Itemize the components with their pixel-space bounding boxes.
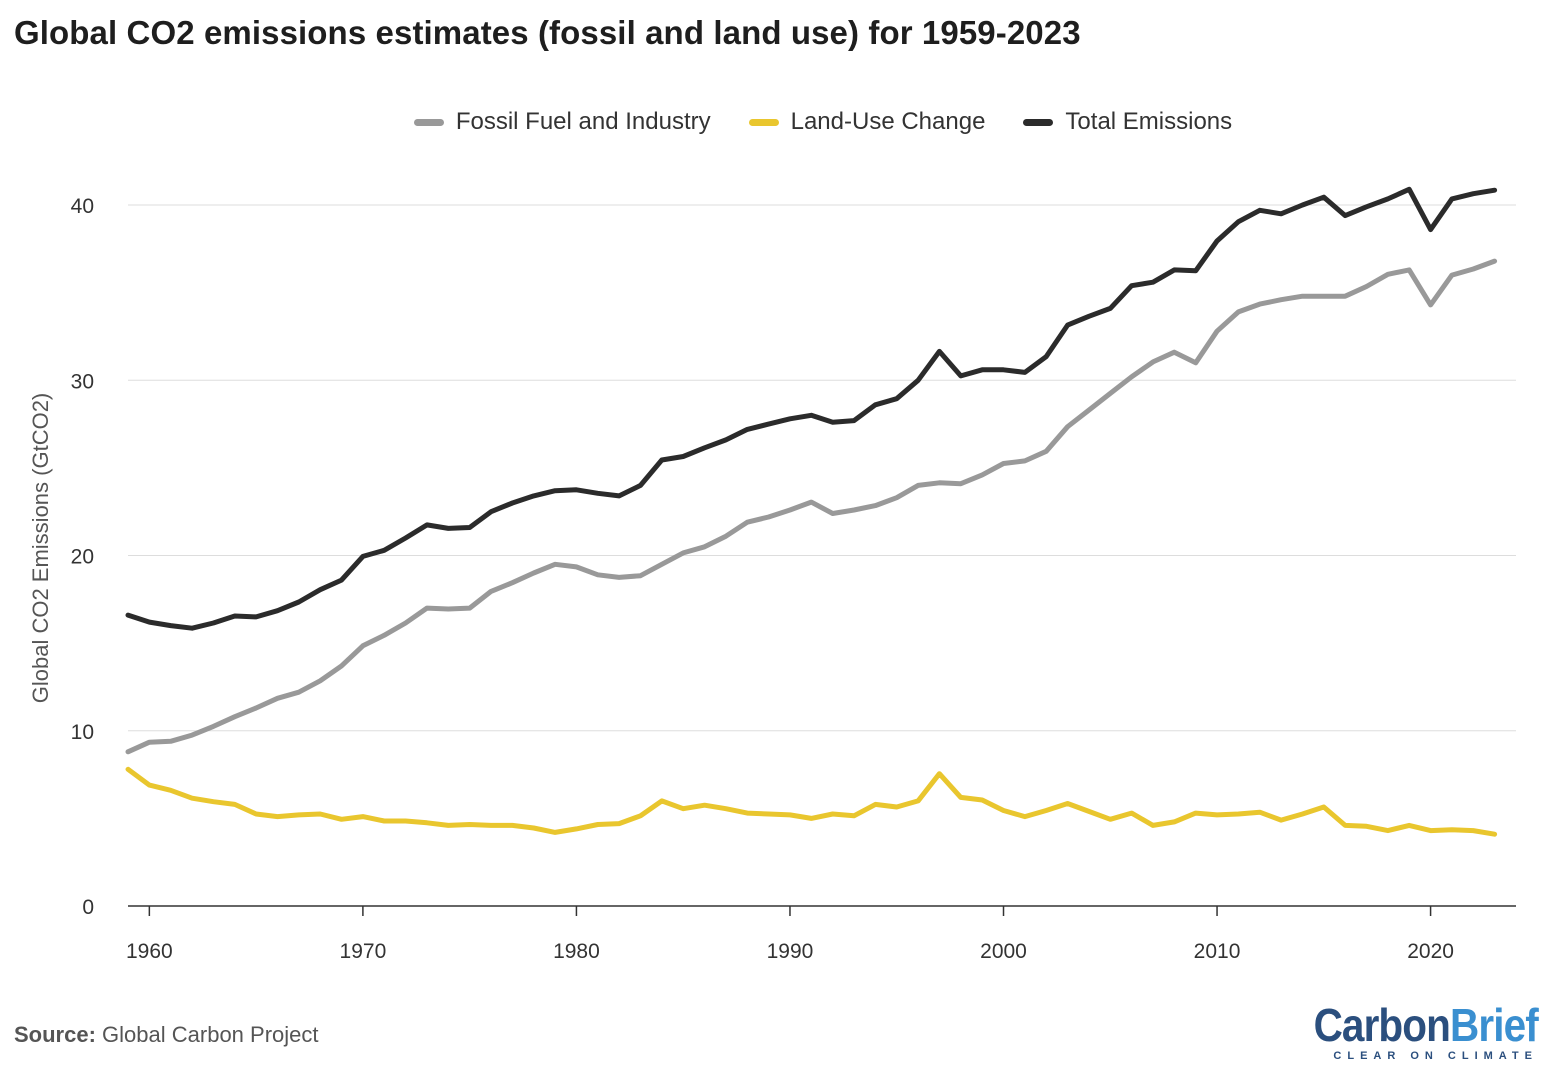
legend-label-total: Total Emissions <box>1065 108 1233 135</box>
legend-label-fossil: Fossil Fuel and Industry <box>455 108 711 135</box>
logo-carbon: Carbon <box>1313 999 1451 1051</box>
legend-swatch-total <box>1023 118 1054 126</box>
line-total-emissions <box>125 186 1498 631</box>
legend-item-land-use[interactable]: Land-Use Change <box>748 108 986 136</box>
y-tick-label-40: 40 <box>71 195 94 218</box>
chart-title: Global CO2 emissions estimates (fossil a… <box>14 14 1081 51</box>
carbon-brief-logo: CarbonBrief CLEAR ON CLIMATE <box>1283 999 1539 1062</box>
x-tick-label-1970: 1970 <box>340 940 387 963</box>
x-tick-label-1960: 1960 <box>126 940 173 963</box>
x-tick-label-1980: 1980 <box>553 940 600 963</box>
source-text: Global Carbon Project <box>102 1022 319 1047</box>
x-tick-label-2000: 2000 <box>980 940 1027 963</box>
source-label: Source: <box>14 1022 96 1047</box>
line-land-use-change <box>125 766 1498 837</box>
y-tick-label-30: 30 <box>71 370 94 393</box>
source-note: Source: Global Carbon Project <box>14 1022 319 1048</box>
legend-item-total[interactable]: Total Emissions <box>1023 108 1232 136</box>
logo-brief: Brief <box>1450 999 1539 1051</box>
legend-swatch-fossil <box>413 118 444 126</box>
legend-item-fossil[interactable]: Fossil Fuel and Industry <box>413 108 711 136</box>
line-fossil-fuel <box>125 258 1498 755</box>
y-tick-label-10: 10 <box>71 721 94 744</box>
y-axis-title: Global CO2 Emissions (GtCO2) <box>28 393 53 704</box>
logo-wordmark: CarbonBrief <box>1313 999 1539 1051</box>
x-tick-label-1990: 1990 <box>767 940 814 963</box>
legend-label-land-use: Land-Use Change <box>790 108 986 135</box>
x-tick-label-2010: 2010 <box>1194 940 1241 963</box>
y-tick-label-20: 20 <box>71 546 94 569</box>
x-tick-label-2020: 2020 <box>1407 940 1454 963</box>
logo-tagline: CLEAR ON CLIMATE <box>1333 1050 1538 1062</box>
legend-swatch-land-use <box>748 118 779 126</box>
y-tick-label-0: 0 <box>82 896 94 919</box>
line-chart: 0 10 20 30 40 1960 1970 1980 1990 2000 2010 2020 Glo… <box>28 186 1516 963</box>
legend: Fossil Fuel and Industry Land-Use Change… <box>0 108 1566 136</box>
